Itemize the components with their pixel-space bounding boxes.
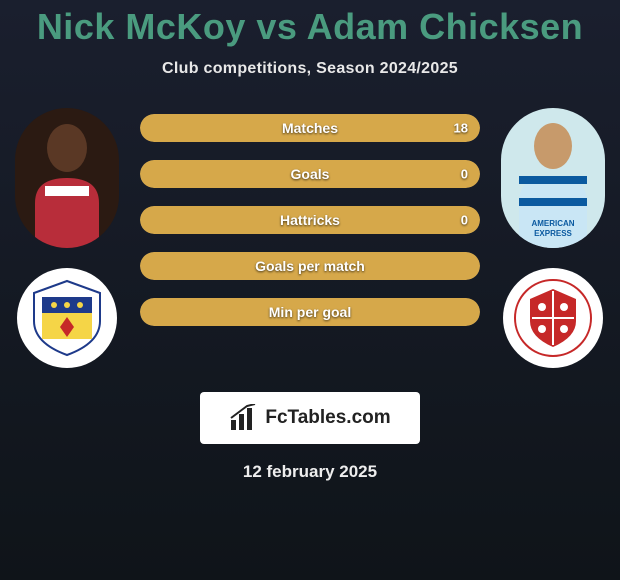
svg-text:EXPRESS: EXPRESS xyxy=(534,229,572,238)
comparison-date: 12 february 2025 xyxy=(0,462,620,482)
club-crest-icon xyxy=(512,277,594,359)
stat-label: Min per goal xyxy=(269,304,351,320)
stat-label: Hattricks xyxy=(280,212,340,228)
stat-fill-left xyxy=(140,160,310,188)
stat-bar: Min per goal xyxy=(140,298,480,326)
stat-bars: Matches 18 Goals 0 Hattricks 0 Goals per match… xyxy=(140,114,480,326)
stat-label: Matches xyxy=(282,120,338,136)
stat-bar: Matches 18 xyxy=(140,114,480,142)
player-silhouette-icon: AMERICAN EXPRESS xyxy=(501,108,605,248)
left-player-photo xyxy=(15,108,119,248)
stat-value-right: 18 xyxy=(454,121,468,136)
brand-chart-icon xyxy=(229,404,259,432)
right-column: AMERICAN EXPRESS xyxy=(498,108,608,368)
stat-bar: Goals per match xyxy=(140,252,480,280)
stat-fill-right xyxy=(310,160,480,188)
stat-label: Goals xyxy=(291,166,330,182)
stat-bar: Goals 0 xyxy=(140,160,480,188)
comparison-subtitle: Club competitions, Season 2024/2025 xyxy=(0,60,620,78)
stat-bar: Hattricks 0 xyxy=(140,206,480,234)
stat-value-right: 0 xyxy=(461,213,468,228)
brand-text: FcTables.com xyxy=(265,407,390,429)
left-column xyxy=(12,108,122,368)
brand-badge: FcTables.com xyxy=(200,392,420,444)
svg-text:AMERICAN: AMERICAN xyxy=(531,219,574,228)
player-silhouette-icon xyxy=(15,108,119,248)
stat-value-right: 0 xyxy=(461,167,468,182)
left-club-crest xyxy=(17,268,117,368)
comparison-row: Matches 18 Goals 0 Hattricks 0 Goals per match… xyxy=(0,108,620,368)
right-club-crest xyxy=(503,268,603,368)
right-player-photo: AMERICAN EXPRESS xyxy=(501,108,605,248)
stat-label: Goals per match xyxy=(255,258,365,274)
club-crest-icon xyxy=(26,277,108,359)
stat-fill-left xyxy=(140,114,154,142)
comparison-title: Nick McKoy vs Adam Chicksen xyxy=(0,0,620,48)
